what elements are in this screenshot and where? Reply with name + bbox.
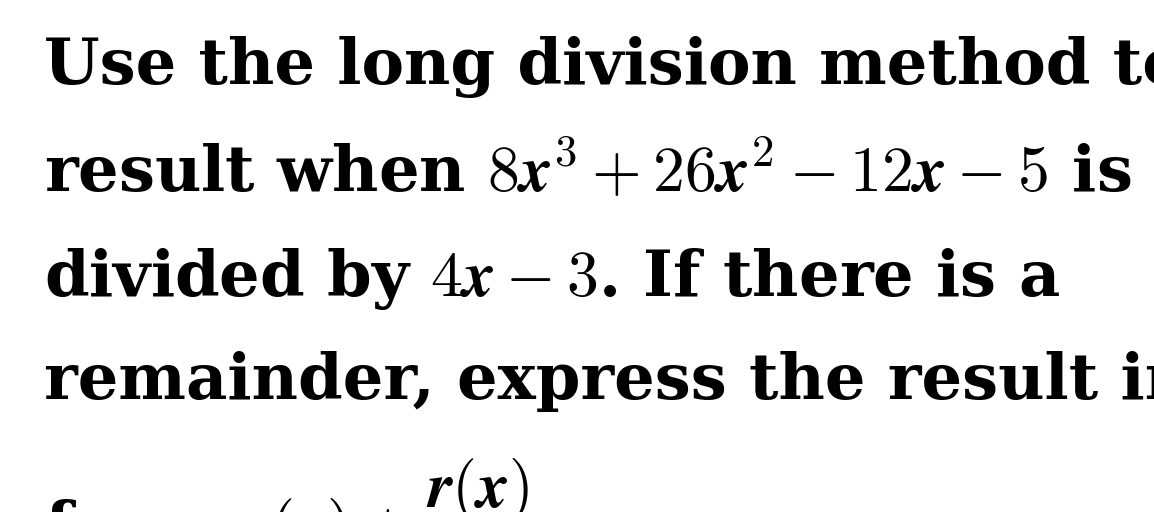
- Text: divided by $\mathbf{4}\boldsymbol{x} - \mathbf{3}$. If there is a: divided by $\mathbf{4}\boldsymbol{x} - \…: [44, 246, 1059, 312]
- Text: form $\boldsymbol{q}(\boldsymbol{x}) + \dfrac{\boldsymbol{r}(\boldsymbol{x})}{\b: form $\boldsymbol{q}(\boldsymbol{x}) + \…: [44, 456, 563, 512]
- Text: Use the long division method to find the: Use the long division method to find the: [44, 36, 1154, 98]
- Text: result when $\mathbf{8}\boldsymbol{x}^\mathbf{3} + \mathbf{26}\boldsymbol{x}^\ma: result when $\mathbf{8}\boldsymbol{x}^\m…: [44, 141, 1131, 205]
- Text: remainder, express the result in the: remainder, express the result in the: [44, 351, 1154, 412]
